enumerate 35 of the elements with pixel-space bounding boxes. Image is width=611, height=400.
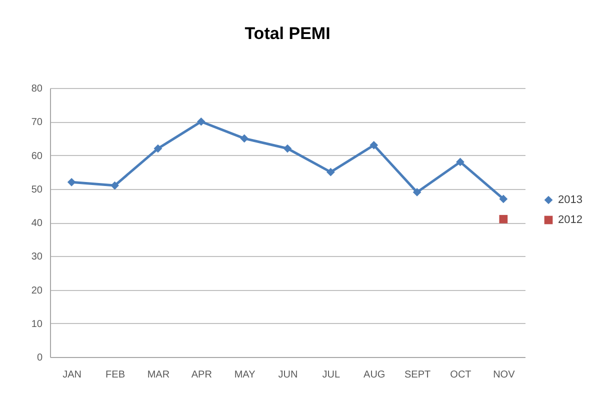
point bbox=[240, 134, 248, 143]
x-tick-label: AUG bbox=[364, 370, 386, 380]
y-tick-label: 10 bbox=[31, 318, 43, 330]
x-tick-label: OCT bbox=[450, 370, 472, 380]
legend-label: 2012 bbox=[558, 214, 582, 226]
x-tick-label: JUN bbox=[278, 370, 298, 380]
point bbox=[499, 194, 508, 204]
point bbox=[67, 178, 76, 186]
x-tick-label: MAR bbox=[147, 370, 170, 380]
y-tick-label: 60 bbox=[31, 150, 43, 162]
y-tick-label: 80 bbox=[31, 84, 43, 94]
y-tick-label: 50 bbox=[31, 184, 43, 196]
x-tick-label: APR bbox=[191, 370, 212, 380]
point bbox=[110, 181, 119, 190]
chart-title: Total PEMI bbox=[244, 24, 330, 43]
x-tick-label: NOV bbox=[493, 370, 516, 380]
point bbox=[370, 140, 378, 150]
y-tick-label: 30 bbox=[31, 252, 43, 263]
y-tick-label: 0 bbox=[36, 352, 43, 364]
point bbox=[154, 144, 162, 153]
x-tick-label: JUL bbox=[322, 370, 341, 380]
point bbox=[412, 188, 422, 196]
point bbox=[499, 214, 508, 224]
legend-label: 2013 bbox=[558, 194, 582, 206]
y-tick-label: 70 bbox=[31, 117, 43, 128]
point bbox=[326, 168, 335, 176]
x-tick-label: SEPT bbox=[404, 370, 431, 380]
point bbox=[456, 158, 464, 166]
y-tick-label: 40 bbox=[31, 218, 43, 229]
x-tick-label: FEB bbox=[106, 370, 126, 380]
point bbox=[283, 144, 292, 153]
x-tick-label: JAN bbox=[62, 370, 82, 380]
x-tick-label: MAY bbox=[234, 370, 256, 380]
point bbox=[196, 117, 206, 126]
y-tick-label: 20 bbox=[31, 285, 43, 296]
